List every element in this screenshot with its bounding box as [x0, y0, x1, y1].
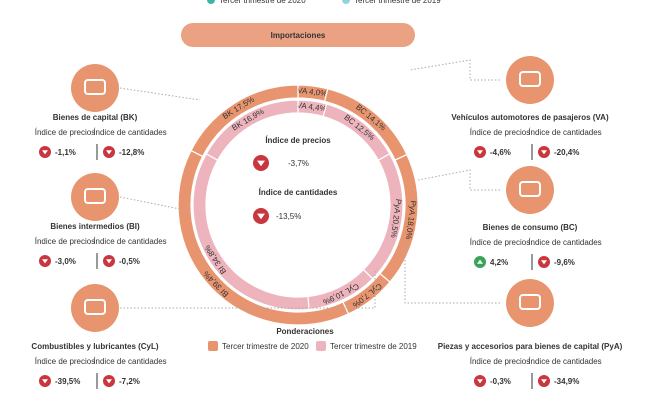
donut-segment [205, 99, 299, 161]
legend-title: Ponderaciones [276, 327, 334, 336]
icon-circle [506, 279, 554, 327]
icon [519, 71, 541, 87]
price-value: 4,2% [490, 258, 508, 267]
price-caption: Índice de precios [470, 238, 530, 247]
legend-label: Tercer trimestre de 2019 [354, 0, 441, 5]
qty-caption: Índice de cantidades [528, 357, 601, 366]
qty-caption: Índice de cantidades [528, 238, 601, 247]
center-qty-value: -13,5% [276, 212, 301, 221]
price-value: -3,0% [55, 257, 76, 266]
donut-segment [190, 84, 299, 158]
arrow-icon [541, 260, 547, 265]
icon-circle [506, 166, 554, 214]
price-caption: Índice de precios [35, 357, 95, 366]
connector [417, 169, 500, 191]
arrow-icon [477, 379, 483, 384]
price-value: -1,1% [55, 148, 76, 157]
segment-label: VA 4,4% [296, 101, 327, 114]
qty-value: -9,6% [554, 258, 575, 267]
legend-label: Tercer trimestre de 2019 [330, 342, 417, 351]
legend-swatch [316, 341, 326, 351]
icon-circle [71, 64, 119, 112]
connector [120, 270, 376, 309]
qty-caption: Índice de cantidades [528, 128, 601, 137]
panel-name: Combustibles y lubricantes (CyL) [31, 342, 158, 351]
icon [84, 299, 106, 315]
arrow-icon [106, 379, 112, 384]
arrow-icon [106, 259, 112, 264]
price-value: -4,6% [490, 148, 511, 157]
panel-name: Bienes de consumo (BC) [483, 223, 578, 232]
qty-caption: Índice de cantidades [93, 237, 166, 246]
qty-value: -0,5% [119, 257, 140, 266]
qty-caption: Índice de cantidades [93, 128, 166, 137]
qty-value: -12,8% [119, 148, 144, 157]
legend-swatch [342, 0, 350, 4]
arrow-icon [257, 213, 265, 220]
connector [409, 59, 500, 81]
price-caption: Índice de precios [470, 357, 530, 366]
qty-caption: Índice de cantidades [93, 357, 166, 366]
arrow-icon [541, 150, 547, 155]
arrow-icon [42, 150, 48, 155]
price-value: -0,3% [490, 377, 511, 386]
panel-name: Piezas y accesorios para bienes de capit… [438, 342, 623, 351]
price-caption: Índice de precios [470, 128, 530, 137]
center-price-title: Índice de precios [265, 136, 331, 145]
arrow-icon [42, 379, 48, 384]
arrow-icon [257, 160, 265, 167]
panel-name: Bienes intermedios (BI) [50, 222, 140, 231]
price-caption: Índice de precios [35, 128, 95, 137]
price-value: -39,5% [55, 377, 80, 386]
segment-label: VA 4,0% [297, 86, 328, 99]
legend-swatch [208, 341, 218, 351]
title: Importaciones [271, 31, 326, 40]
connector [404, 240, 500, 304]
panel-name: Vehículos automotores de pasajeros (VA) [451, 113, 609, 122]
arrow-icon [541, 379, 547, 384]
icon [519, 181, 541, 197]
legend-swatch [207, 0, 215, 4]
icon [84, 188, 106, 204]
price-caption: Índice de precios [35, 237, 95, 246]
title-pill [181, 23, 415, 47]
panel-name: Bienes de capital (BK) [53, 113, 138, 122]
qty-value: -34,9% [554, 377, 579, 386]
qty-value: -20,4% [554, 148, 579, 157]
qty-value: -7,2% [119, 377, 140, 386]
icon [84, 79, 106, 95]
arrow-icon [477, 150, 483, 155]
connector [119, 87, 201, 101]
center-price-value: -3,7% [288, 159, 309, 168]
icon-circle [71, 173, 119, 221]
arrow-icon [42, 259, 48, 264]
icon-circle [71, 284, 119, 332]
center-qty-title: Índice de cantidades [259, 188, 338, 197]
legend-label: Tercer trimestre de 2020 [222, 342, 309, 351]
legend-label: Tercer trimestre de 2020 [219, 0, 306, 5]
icon-circle [506, 56, 554, 104]
arrow-icon [106, 150, 112, 155]
arrow-icon [477, 259, 483, 264]
connector [119, 196, 186, 211]
icon [519, 294, 541, 310]
